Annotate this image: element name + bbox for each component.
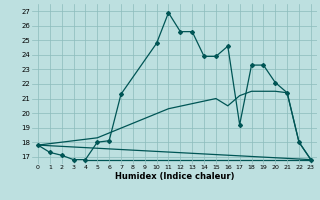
- X-axis label: Humidex (Indice chaleur): Humidex (Indice chaleur): [115, 172, 234, 181]
